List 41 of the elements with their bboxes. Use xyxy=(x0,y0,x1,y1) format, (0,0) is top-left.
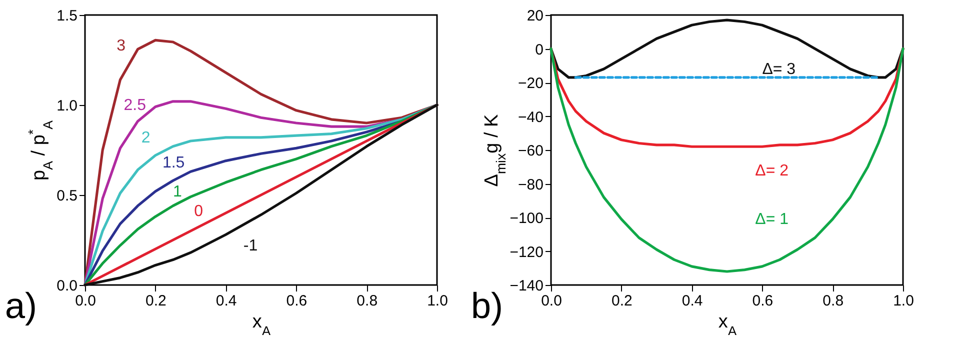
x-tick-label: 0.2 xyxy=(145,292,166,310)
x-tick-label: 1.0 xyxy=(893,292,914,310)
y-tick-label: −60 xyxy=(518,142,544,160)
y-tick-label: 0.0 xyxy=(56,278,78,294)
y-tick-label: 0.5 xyxy=(56,188,78,204)
x-tick-label: 0.0 xyxy=(75,292,96,310)
x-tick-label: 0.6 xyxy=(286,292,308,310)
series-label: -1 xyxy=(243,237,258,254)
y-tick-label: 0 xyxy=(535,41,544,58)
series-label: 2 xyxy=(141,129,150,146)
series-label: 2.5 xyxy=(124,97,146,114)
y-tick-label: −120 xyxy=(510,244,544,261)
x-tick-label: 0.8 xyxy=(822,292,844,310)
y-tick-label: −80 xyxy=(518,176,544,194)
x-tick-label: 0.0 xyxy=(541,292,562,310)
y-tick-label: −40 xyxy=(518,108,544,126)
x-tick-label: 0.4 xyxy=(682,292,703,310)
x-tick-label: 0.8 xyxy=(356,292,378,310)
y-tick-label: −100 xyxy=(510,210,544,227)
y-tick-label: 1.0 xyxy=(56,98,78,114)
y-tick-label: 20 xyxy=(526,8,544,24)
y-tick-label: 1.5 xyxy=(56,8,78,24)
line-series xyxy=(550,47,904,273)
series-label: Δ= 2 xyxy=(755,162,789,180)
y-tick-label: −140 xyxy=(510,278,544,294)
line-series xyxy=(550,18,904,79)
series-label: 1.5 xyxy=(162,154,185,172)
y-tick-label: −20 xyxy=(518,75,544,92)
x-axis-title: x$_{A}$ xyxy=(718,312,737,338)
x-tick-label: 0.6 xyxy=(752,292,774,310)
series-label: Δ= 1 xyxy=(755,211,789,228)
x-tick-label: 0.2 xyxy=(611,292,632,310)
x-tick-label: 0.4 xyxy=(216,292,237,310)
series-label: 3 xyxy=(116,38,126,55)
x-axis-title: x$_{A}$ xyxy=(252,312,271,338)
x-tick-label: 1.0 xyxy=(427,292,448,310)
text: b) xyxy=(471,285,504,326)
text: a) xyxy=(5,285,38,326)
series-label: 0 xyxy=(194,203,204,220)
series-label: 1 xyxy=(173,183,182,200)
series-label: Δ= 3 xyxy=(762,61,796,78)
